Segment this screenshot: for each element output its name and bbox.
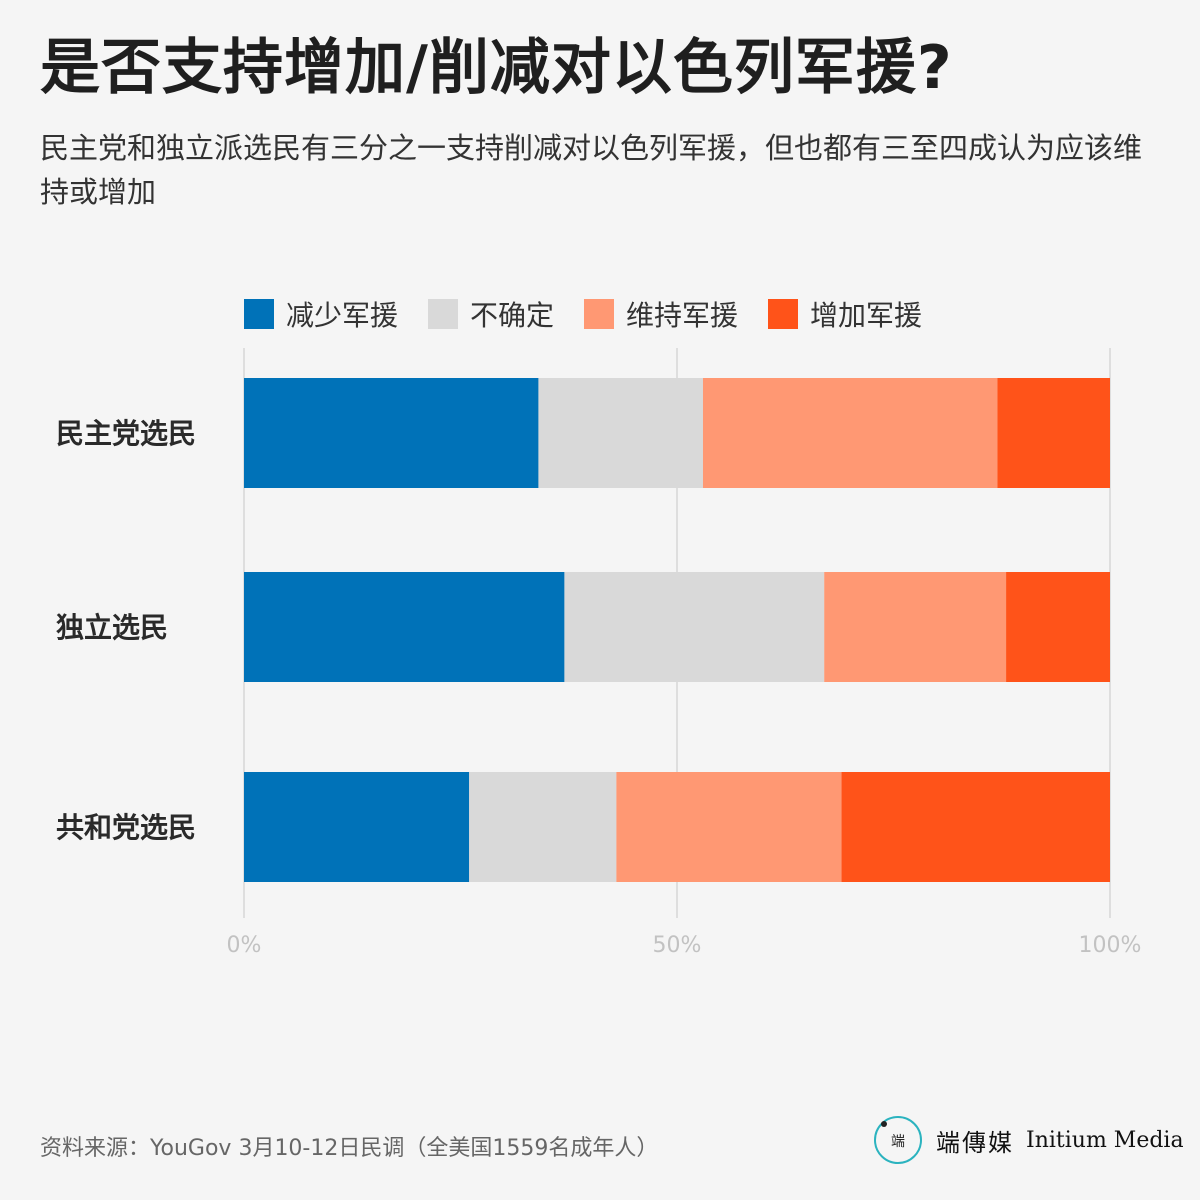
chart-subtitle: 民主党和独立派选民有三分之一支持削减对以色列军援，但也都有三至四成认为应该维持或… — [40, 131, 1143, 209]
bar-segment — [997, 378, 1110, 488]
bar-segment — [616, 772, 842, 882]
bar-segment — [244, 772, 470, 882]
bar-segment — [244, 572, 565, 682]
bar-segment — [841, 772, 1110, 882]
legend-swatch — [428, 299, 459, 329]
source-note: 资料来源：YouGov 3月10-12日民调（全美国1559名成年人） — [40, 1136, 659, 1161]
legend-item-reduce: 减少军援 — [244, 294, 398, 334]
bar-segment — [564, 572, 825, 682]
chart-title: 是否支持增加/削减对以色列军援? — [40, 33, 953, 103]
legend-swatch — [768, 299, 799, 329]
legend: 减少军援 不确定 维持军援 增加军援 — [244, 294, 952, 334]
bar-segment — [824, 572, 1007, 682]
x-tick-label: 50% — [653, 933, 702, 958]
brand-name-cn: 端傳媒 — [936, 1128, 1014, 1157]
bar-segment — [1006, 572, 1110, 682]
bar-segment — [244, 378, 539, 488]
legend-label: 减少军援 — [286, 299, 399, 332]
category-label: 民主党选民 — [56, 417, 196, 450]
brand-name-en: Initium Media — [1026, 1127, 1184, 1153]
legend-item-maintain: 维持军援 — [584, 294, 738, 334]
legend-label: 增加军援 — [810, 299, 923, 332]
legend-item-unsure: 不确定 — [428, 294, 554, 334]
x-tick-label: 0% — [227, 933, 262, 958]
category-label: 独立选民 — [56, 611, 168, 644]
bar-segment — [469, 772, 617, 882]
bar-segment — [538, 378, 703, 488]
brand: 端 端傳媒 Initium Media — [874, 1114, 1184, 1166]
logo-mark: 端 — [891, 1134, 905, 1150]
legend-label: 维持军援 — [626, 299, 739, 332]
legend-label: 不确定 — [470, 299, 555, 332]
logo-dot — [881, 1121, 887, 1127]
legend-swatch — [244, 299, 274, 329]
legend-swatch — [584, 299, 615, 329]
legend-item-increase: 增加军援 — [768, 294, 922, 334]
category-label: 共和党选民 — [56, 811, 196, 844]
initium-logo-icon: 端 — [874, 1116, 922, 1164]
bar-segment — [702, 378, 998, 488]
x-tick-label: 100% — [1079, 933, 1142, 958]
